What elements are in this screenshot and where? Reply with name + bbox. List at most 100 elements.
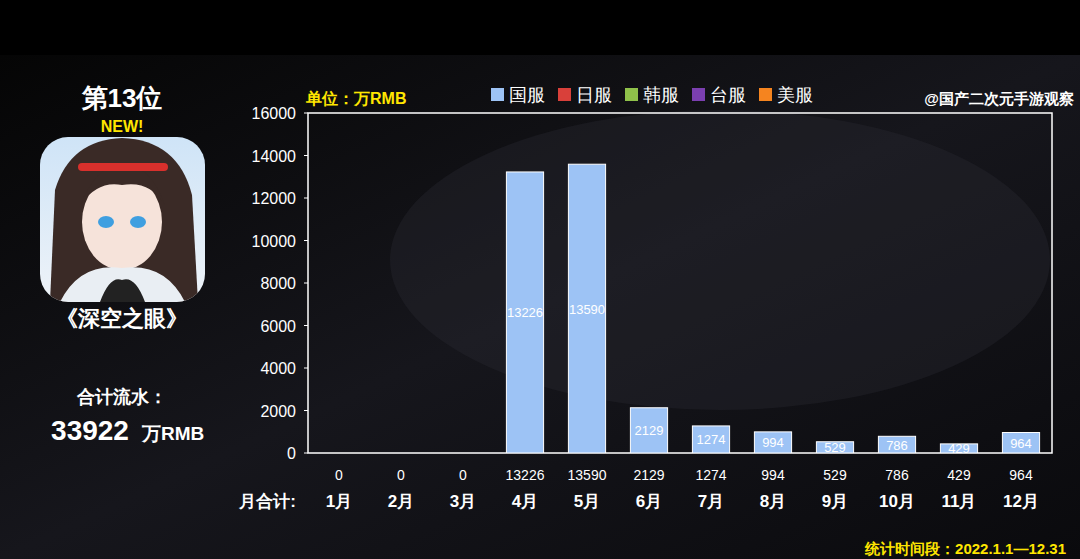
data-label: 2129 [635, 423, 664, 438]
bar [506, 171, 543, 172]
total-value: 33922 [51, 415, 129, 446]
x-tick-label: 1月 [326, 492, 352, 511]
legend-swatch [558, 88, 571, 101]
y-tick-label: 12000 [252, 190, 297, 207]
bar [320, 453, 357, 454]
x-tick-label: 6月 [636, 492, 662, 511]
data-labels: 132261359021291274994529786429964 [507, 302, 1032, 457]
bar [320, 453, 357, 454]
y-tick-label: 2000 [260, 403, 296, 420]
totals-label: 月合计: [238, 492, 296, 511]
month-total: 13590 [568, 467, 607, 483]
month-total: 529 [823, 467, 847, 483]
y-tick-label: 4000 [260, 360, 296, 377]
bar [754, 431, 791, 432]
bars [506, 164, 1039, 453]
data-label: 964 [1010, 436, 1032, 451]
total-unit: 万RMB [141, 423, 204, 444]
legend-label: 日服 [576, 85, 612, 105]
bar [444, 453, 481, 454]
bar [692, 425, 729, 426]
bar [320, 453, 357, 454]
icon-eye [130, 216, 146, 228]
month-total: 2129 [633, 467, 664, 483]
bar [382, 453, 419, 454]
x-tick-label: 4月 [512, 492, 538, 511]
source: @国产二次元手游观察 [924, 90, 1074, 107]
y-tick-label: 8000 [260, 275, 296, 292]
x-tick-label: 10月 [879, 492, 915, 511]
bar [382, 453, 419, 454]
data-label: 13590 [569, 302, 605, 317]
x-tick-label: 9月 [822, 492, 848, 511]
bar [878, 436, 915, 437]
bar [444, 453, 481, 454]
legend-label: 台服 [710, 85, 746, 105]
x-tick-label: 3月 [450, 492, 476, 511]
legend-swatch [625, 88, 638, 101]
y-tick-label: 10000 [252, 233, 297, 250]
bar [506, 171, 543, 172]
bar [754, 431, 791, 432]
data-label: 786 [886, 438, 908, 453]
bar [1002, 432, 1039, 433]
bar [568, 164, 605, 165]
bar [630, 407, 667, 408]
bar [568, 164, 605, 165]
legend-swatch [491, 88, 504, 101]
x-tick-label: 11月 [942, 492, 977, 511]
bar [1002, 432, 1039, 433]
y-tick-label: 14000 [252, 148, 297, 165]
month-total: 0 [459, 467, 467, 483]
chart-root: 第13位NEW!《深空之眼》合计流水：33922万RMB单位：万RMB@国产二次… [0, 0, 1080, 559]
total-label: 合计流水： [76, 387, 167, 407]
data-label: 13226 [507, 305, 543, 320]
app-icon [40, 137, 205, 302]
bar [506, 171, 543, 172]
bar [754, 432, 791, 453]
background [0, 0, 1080, 559]
x-tick-label: 12月 [1003, 492, 1039, 511]
bar [382, 453, 419, 454]
bar [630, 407, 667, 408]
bar [1002, 432, 1039, 433]
icon-collar [60, 267, 185, 302]
bar [568, 164, 605, 453]
month-total: 13226 [506, 467, 545, 483]
data-label: 1274 [697, 432, 726, 447]
bar [878, 436, 915, 437]
unit-label: 单位：万RMB [305, 90, 406, 107]
data-label: 429 [948, 441, 970, 456]
bar [692, 425, 729, 426]
x-tick-label: 5月 [574, 492, 600, 511]
bar [506, 172, 543, 453]
bar [320, 453, 357, 454]
bar [630, 408, 667, 453]
icon-hair [50, 138, 198, 302]
bar [506, 171, 543, 172]
x-tick-label: 2月 [388, 492, 414, 511]
bar [1002, 433, 1039, 453]
legend-label: 美服 [777, 85, 813, 105]
bar [692, 425, 729, 426]
period: 统计时间段：2022.1.1—12.31 [864, 540, 1066, 557]
plot-frame [308, 113, 1052, 453]
legend-label: 韩服 [643, 85, 679, 105]
bar [444, 453, 481, 454]
icon-suit [100, 279, 145, 302]
y-tick-label: 0 [287, 445, 296, 462]
bar [878, 436, 915, 437]
month-total: 1274 [695, 467, 726, 483]
bar [382, 453, 419, 454]
bar [754, 431, 791, 432]
bar [1002, 432, 1039, 433]
badge: NEW! [101, 118, 144, 135]
icon-eye [98, 216, 114, 228]
x-tick-label: 7月 [698, 492, 724, 511]
background-blur [390, 110, 1050, 410]
legend-swatch [692, 88, 705, 101]
month-total: 429 [947, 467, 971, 483]
legend-swatch [759, 88, 772, 101]
bar [878, 436, 915, 453]
bar [444, 453, 481, 454]
